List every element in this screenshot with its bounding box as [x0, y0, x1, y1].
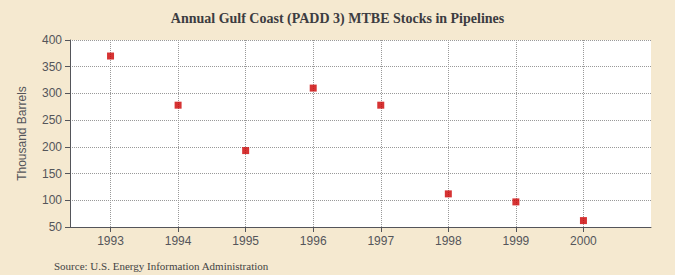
svg-text:1996: 1996 [300, 234, 327, 248]
svg-text:1993: 1993 [97, 234, 124, 248]
svg-text:Source: U.S. Energy Informatio: Source: U.S. Energy Information Administ… [54, 260, 269, 272]
svg-text:300: 300 [42, 86, 62, 100]
svg-text:250: 250 [42, 113, 62, 127]
svg-text:2000: 2000 [570, 234, 597, 248]
svg-text:200: 200 [42, 140, 62, 154]
svg-text:1995: 1995 [232, 234, 259, 248]
svg-text:Annual Gulf Coast (PADD 3) MTB: Annual Gulf Coast (PADD 3) MTBE Stocks i… [171, 11, 505, 27]
svg-text:50: 50 [49, 220, 63, 234]
svg-text:1997: 1997 [367, 234, 394, 248]
svg-text:400: 400 [42, 33, 62, 47]
svg-text:1999: 1999 [503, 234, 530, 248]
svg-text:1994: 1994 [165, 234, 192, 248]
svg-text:150: 150 [42, 167, 62, 181]
svg-text:350: 350 [42, 60, 62, 74]
svg-text:100: 100 [42, 193, 62, 207]
svg-text:1998: 1998 [435, 234, 462, 248]
svg-text:Thousand Barrels: Thousand Barrels [15, 86, 29, 181]
